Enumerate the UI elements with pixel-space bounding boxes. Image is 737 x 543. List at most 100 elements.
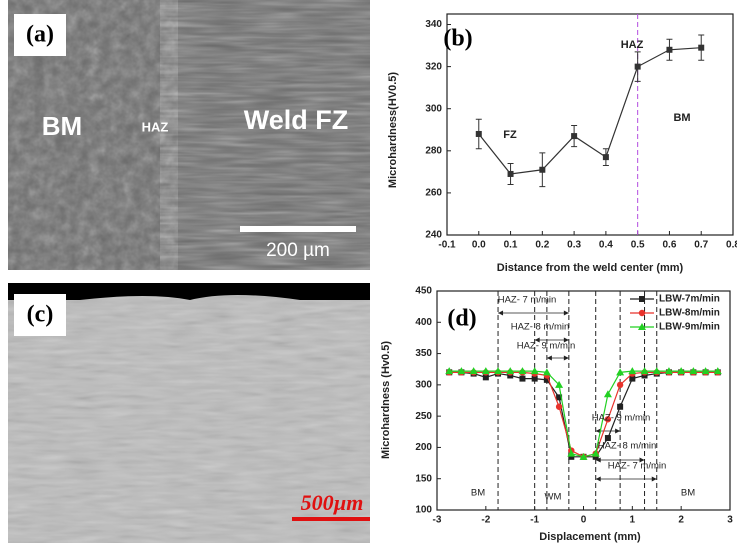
y-tick-label: 340 xyxy=(425,19,442,30)
marker xyxy=(664,367,673,375)
marker xyxy=(542,368,551,376)
x-axis-label: Displacement (mm) xyxy=(539,531,641,543)
x-tick-label: -1 xyxy=(530,515,539,526)
marker xyxy=(677,367,686,375)
legend-marker xyxy=(638,323,646,330)
x-tick-label: 0.7 xyxy=(694,240,708,251)
scale-text: 200 µm xyxy=(266,240,330,261)
legend-marker xyxy=(638,309,646,317)
y-tick-label: 150 xyxy=(415,473,432,484)
y-tick-label: 100 xyxy=(415,505,432,516)
x-tick-label: 0.2 xyxy=(535,240,549,251)
legend-label: LBW-7m/min xyxy=(659,294,720,305)
marker xyxy=(652,367,661,375)
marker xyxy=(518,367,527,375)
y-axis-label: Microhardness(HV0.5) xyxy=(387,72,399,188)
x-tick-label: -0.1 xyxy=(438,240,456,251)
series-line xyxy=(449,370,718,458)
panel-label: (c) xyxy=(27,302,54,328)
y-tick-label: 400 xyxy=(415,317,432,328)
marker xyxy=(602,154,609,161)
y-tick-label: 200 xyxy=(415,442,432,453)
y-tick-label: 260 xyxy=(425,188,442,199)
annotation: FZ xyxy=(503,129,517,141)
marker xyxy=(616,368,625,376)
annotation: HAZ- 7 m/min xyxy=(608,461,667,472)
marker xyxy=(457,367,466,375)
annotation: WM xyxy=(545,492,562,503)
marker xyxy=(603,390,612,398)
legend-label: LBW-9m/min xyxy=(659,322,720,333)
annotation: BM xyxy=(673,112,690,124)
y-tick-label: 320 xyxy=(425,61,442,72)
marker xyxy=(469,367,478,375)
marker xyxy=(539,166,546,173)
y-axis-label: Microhardness (Hv0.5) xyxy=(380,341,392,459)
marker xyxy=(555,403,563,410)
x-tick-label: -3 xyxy=(433,515,442,526)
x-tick-label: 0.0 xyxy=(472,240,486,251)
marker xyxy=(591,449,600,457)
region-label: BM xyxy=(42,111,82,141)
legend-marker xyxy=(639,296,645,302)
y-tick-label: 450 xyxy=(415,286,432,297)
scale-text: 500µm xyxy=(301,490,364,515)
plot-frame xyxy=(446,13,734,236)
x-tick-label: 3 xyxy=(727,515,733,526)
y-tick-label: 280 xyxy=(425,145,442,156)
series-line xyxy=(449,371,718,458)
marker xyxy=(713,367,722,375)
marker xyxy=(555,380,564,388)
marker xyxy=(604,435,611,442)
x-tick-label: 0.1 xyxy=(504,240,518,251)
annotation: BM xyxy=(681,488,695,499)
x-tick-label: 2 xyxy=(678,515,684,526)
y-tick-label: 250 xyxy=(415,411,432,422)
region-label: Weld FZ xyxy=(244,105,349,135)
x-tick-label: 0.4 xyxy=(599,240,613,251)
y-tick-label: 300 xyxy=(415,379,432,390)
series-line xyxy=(449,371,718,458)
y-tick-label: 240 xyxy=(425,230,442,241)
marker xyxy=(579,452,588,460)
marker xyxy=(616,381,624,389)
marker xyxy=(494,367,503,375)
legend-label: LBW-8m/min xyxy=(659,308,720,319)
annotation: HAZ- 7 m/min xyxy=(498,295,557,306)
marker xyxy=(689,367,698,375)
region-label: HAZ xyxy=(142,119,169,134)
micrograph-c: (c) 500µm xyxy=(8,283,370,543)
micrograph-a: (a) BM HAZ Weld FZ 200 µm xyxy=(8,0,370,270)
marker xyxy=(604,416,612,423)
marker xyxy=(701,367,710,375)
label-box xyxy=(14,294,66,336)
annotation: HAZ- 8 m/min xyxy=(598,441,657,452)
marker xyxy=(666,46,673,53)
marker xyxy=(556,394,563,401)
x-tick-label: 0.6 xyxy=(662,240,676,251)
marker xyxy=(567,449,576,457)
marker xyxy=(507,170,514,177)
marker xyxy=(634,63,641,70)
marker xyxy=(698,44,705,51)
marker xyxy=(617,403,624,410)
marker xyxy=(445,367,454,375)
x-tick-label: 0.5 xyxy=(631,240,645,251)
weld-texture xyxy=(8,283,370,543)
arrow-head xyxy=(546,355,569,361)
arrow-head xyxy=(595,457,645,463)
marker xyxy=(640,367,649,375)
x-tick-label: 0.8 xyxy=(726,240,737,251)
annotation: HAZ- 8 m/min xyxy=(511,322,570,333)
marker xyxy=(531,375,538,382)
panel-label: (a) xyxy=(26,22,54,48)
annotation: HAZ- 9 m/min xyxy=(592,413,651,424)
annotation: HAZ xyxy=(621,39,644,51)
panel-label: (b) xyxy=(443,26,472,52)
annotation: BM xyxy=(471,488,485,499)
marker xyxy=(571,133,578,140)
panel-label: (d) xyxy=(447,306,476,332)
x-tick-label: 0 xyxy=(581,515,587,526)
top-edge xyxy=(8,283,370,300)
